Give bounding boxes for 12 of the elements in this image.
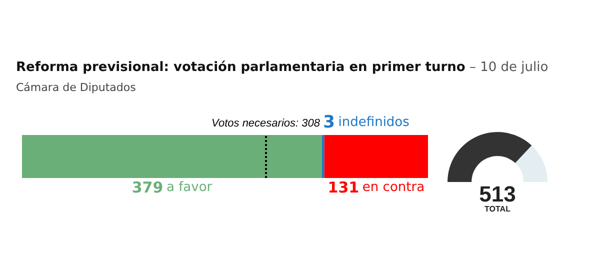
data-label: 379 [132, 178, 164, 196]
data-label: 3 [323, 112, 335, 132]
text: – 10 de julio [468, 60, 548, 75]
text: TOTAL [484, 204, 511, 214]
chart-title: Reforma previsional: votación parlamentaria en primer turno [16, 60, 466, 75]
data-label: 131 [328, 178, 360, 196]
text: 513 [479, 182, 516, 206]
series-label: indefinidos [338, 115, 410, 130]
ref-line-label: Votos necesarios: 308 [212, 118, 321, 130]
series-label: a favor [166, 180, 213, 195]
series-label: en contra [362, 180, 425, 195]
chart-subtitle: Cámara de Diputados [16, 81, 136, 94]
